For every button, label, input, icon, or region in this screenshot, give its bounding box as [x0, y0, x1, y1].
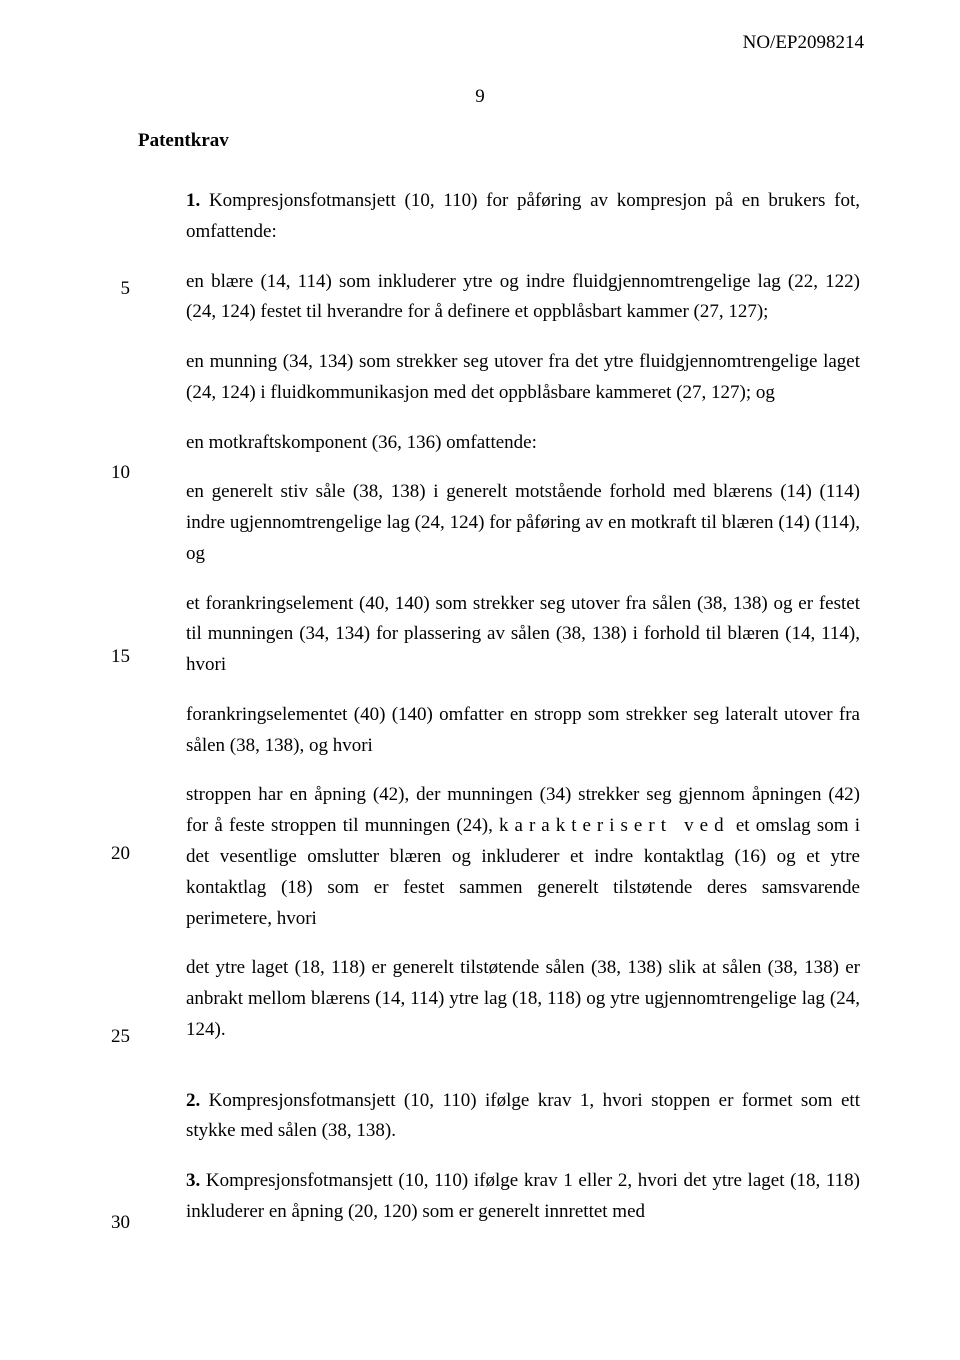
- claim-3-text: Kompresjonsfotmansjett (10, 110) ifølge …: [186, 1170, 860, 1222]
- claim-1-p5: en generelt stiv såle (38, 138) i genere…: [186, 477, 860, 569]
- claim-1-intro: 1. Kompresjonsfotmansjett (10, 110) for …: [186, 186, 860, 248]
- line-marker-5: 5: [100, 279, 130, 298]
- claim-1-number: 1.: [186, 190, 200, 211]
- claim-1-p7: forankringselementet (40) (140) omfatter…: [186, 700, 860, 762]
- body-text: 1. Kompresjonsfotmansjett (10, 110) for …: [138, 186, 860, 1228]
- page-number: 9: [100, 86, 860, 108]
- line-marker-25: 25: [100, 1027, 130, 1046]
- claim-1-characterised: karakterisert ved: [499, 815, 730, 836]
- claim-3: 3. Kompresjonsfotmansjett (10, 110) iføl…: [186, 1166, 860, 1228]
- line-marker-20: 20: [100, 844, 130, 863]
- content-area: 5 10 15 20 25 30 1. Kompresjonsfotmansje…: [138, 186, 860, 1228]
- claim-2-number: 2.: [186, 1090, 200, 1111]
- line-marker-15: 15: [100, 647, 130, 666]
- claim-1-p6: et forankringselement (40, 140) som stre…: [186, 589, 860, 681]
- claim-1-p9: det ytre laget (18, 118) er generelt til…: [186, 953, 860, 1045]
- claim-3-number: 3.: [186, 1170, 200, 1191]
- line-marker-30: 30: [100, 1213, 130, 1232]
- claim-1-p8: stroppen har en åpning (42), der munning…: [186, 780, 860, 934]
- claim-1-lead-text: Kompresjonsfotmansjett (10, 110) for påf…: [186, 190, 860, 242]
- section-title: Patentkrav: [138, 130, 860, 152]
- claim-2: 2. Kompresjonsfotmansjett (10, 110) iføl…: [186, 1086, 860, 1148]
- document-page: NO/EP2098214 9 Patentkrav 5 10 15 20 25 …: [0, 0, 960, 1360]
- claim-2-text: Kompresjonsfotmansjett (10, 110) ifølge …: [186, 1090, 860, 1142]
- line-marker-10: 10: [100, 463, 130, 482]
- claim-1-p2: en blære (14, 114) som inkluderer ytre o…: [186, 267, 860, 329]
- claim-1-p4: en motkraftskomponent (36, 136) omfatten…: [186, 428, 860, 459]
- document-id: NO/EP2098214: [743, 32, 864, 54]
- claim-1-p3: en munning (34, 134) som strekker seg ut…: [186, 347, 860, 409]
